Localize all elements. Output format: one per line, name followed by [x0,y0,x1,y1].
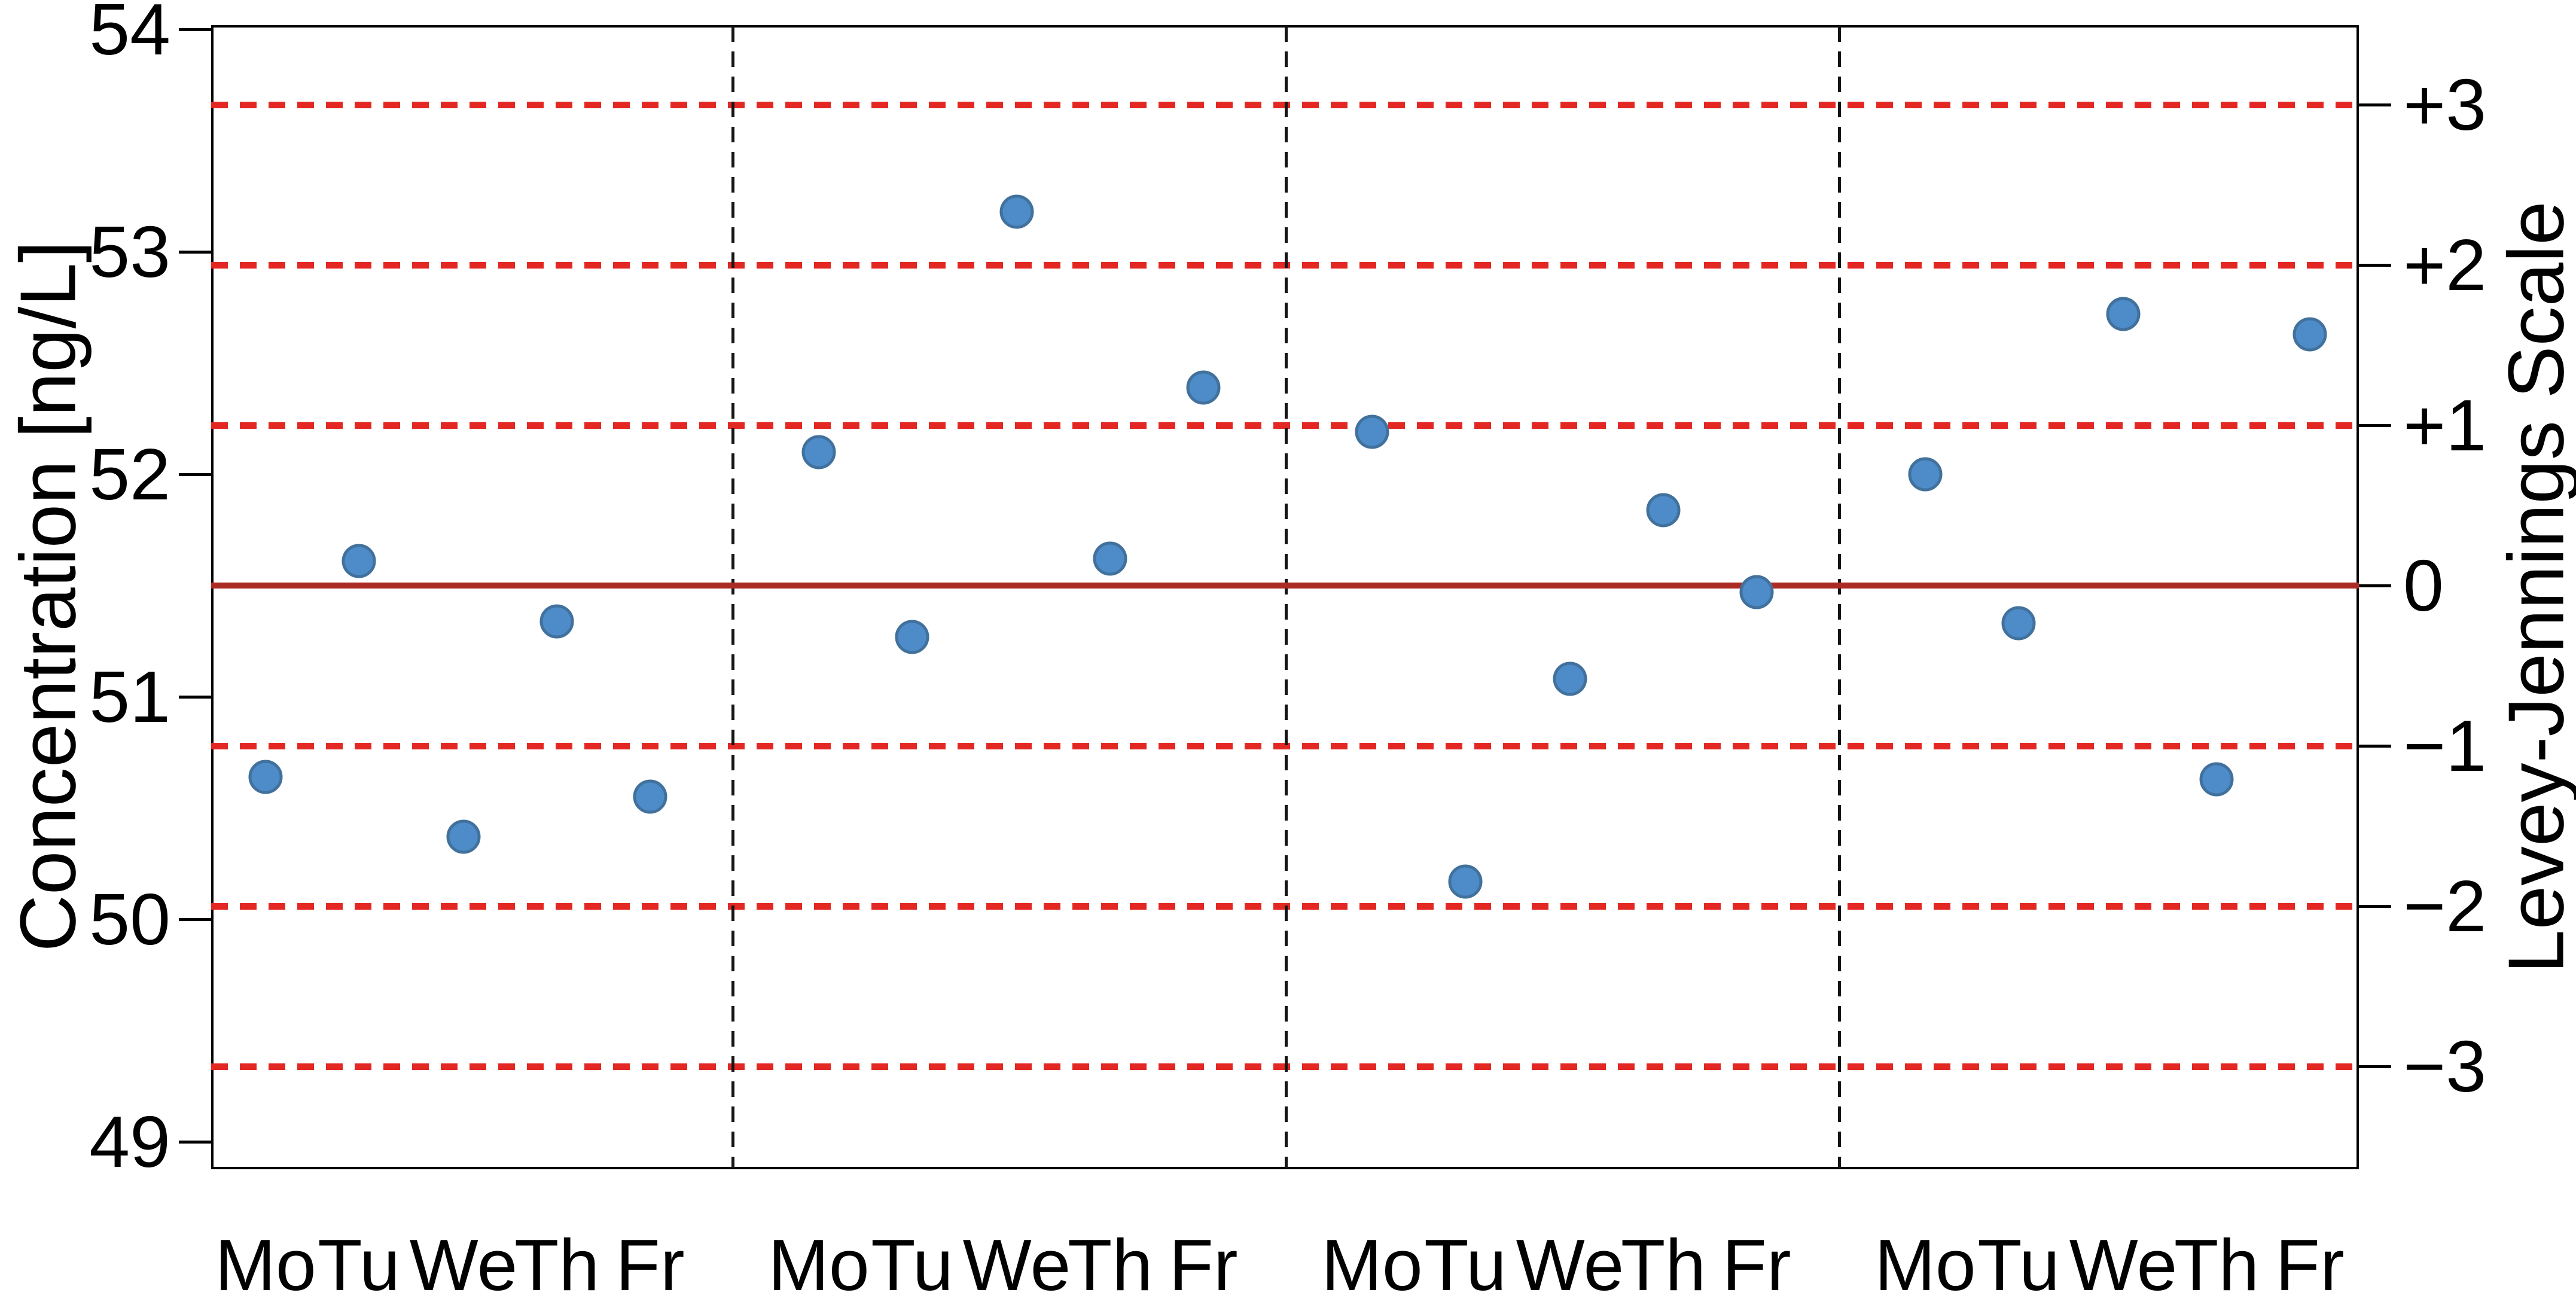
week-separator-1 [731,26,734,1168]
data-point-week3-tu [1448,864,1483,899]
data-point-week1-tu [342,544,376,578]
data-point-week3-fr [1739,575,1774,609]
y-tick-label-right: −2 [2403,865,2487,947]
y-tick-label-right: +3 [2403,64,2487,146]
data-point-week4-mo [1908,457,1943,492]
y-axis-right-tick [2359,103,2391,107]
week-separator-3 [1838,26,1841,1168]
y-axis-right-tick [2359,1065,2391,1068]
y-axis-right-tick [2359,904,2391,908]
data-point-week3-th [1646,493,1681,528]
y-axis-left-tick [179,1141,211,1144]
data-point-week2-mo [801,435,836,469]
x-tick-label-week3-th: Th [1620,1224,1706,1306]
y-axis-left-tick [179,251,211,254]
y-tick-label-right: −1 [2403,705,2487,786]
data-point-week4-we [2106,297,2141,331]
mean-line [211,583,2359,589]
x-tick-label-week4-th: Th [2173,1224,2260,1306]
x-tick-label-week4-tu: Tu [1977,1224,2060,1306]
x-tick-label-week1-fr: Fr [615,1224,685,1306]
y-tick-label-left: 52 [89,434,170,515]
data-point-week3-mo [1355,414,1389,449]
y-tick-label-left: 51 [89,656,170,737]
y-tick-label-right: +2 [2403,224,2487,306]
y-axis-left-tick [179,28,211,31]
x-tick-label-week3-tu: Tu [1424,1224,1507,1306]
data-point-week2-th [1093,541,1127,576]
y-tick-label-right: 0 [2403,545,2444,626]
y-axis-left-tick [179,696,211,699]
data-point-week2-fr [1186,370,1221,405]
data-point-week1-we [446,819,481,854]
data-point-week4-tu [2001,606,2036,641]
data-point-week1-mo [248,760,283,794]
x-tick-label-week2-tu: Tu [871,1224,953,1306]
x-tick-label-week2-mo: Mo [768,1224,870,1306]
data-point-week3-we [1553,661,1587,696]
y-tick-label-right: +1 [2403,385,2487,467]
x-tick-label-week2-th: Th [1067,1224,1153,1306]
y-tick-label-left: 50 [89,879,170,960]
y-tick-label-right: −3 [2403,1025,2487,1107]
x-tick-label-week1-th: Th [514,1224,600,1306]
x-tick-label-week2-fr: Fr [1169,1224,1238,1306]
y-tick-label-left: 54 [89,0,170,70]
x-tick-label-week1-we: We [409,1224,518,1306]
x-tick-label-week3-mo: Mo [1321,1224,1423,1306]
y-tick-label-left: 49 [89,1101,170,1182]
y-axis-right-tick [2359,744,2391,748]
data-point-week1-th [539,604,574,639]
y-axis-right-tick [2359,424,2391,428]
x-tick-label-week4-we: We [2069,1224,2178,1306]
x-tick-label-week1-tu: Tu [318,1224,400,1306]
data-point-week4-fr [2293,317,2327,352]
x-tick-label-week2-we: We [962,1224,1071,1306]
data-point-week2-we [999,194,1034,229]
y-axis-right-tick [2359,584,2391,587]
x-tick-label-week4-mo: Mo [1874,1224,1976,1306]
y-axis-left-tick [179,918,211,921]
data-point-week4-th [2199,762,2234,797]
x-tick-label-week3-fr: Fr [1722,1224,1791,1306]
y-axis-left-tick [179,473,211,476]
y-tick-label-left: 53 [89,211,170,292]
x-tick-label-week3-we: We [1516,1224,1624,1306]
data-point-week1-fr [633,779,667,814]
week-separator-2 [1285,26,1288,1168]
data-point-week2-tu [895,620,929,654]
y-axis-right-tick [2359,264,2391,267]
x-tick-label-week4-fr: Fr [2275,1224,2345,1306]
x-tick-label-week1-mo: Mo [215,1224,316,1306]
y-axis-title-left: Concentration [ng/L] [4,240,92,952]
